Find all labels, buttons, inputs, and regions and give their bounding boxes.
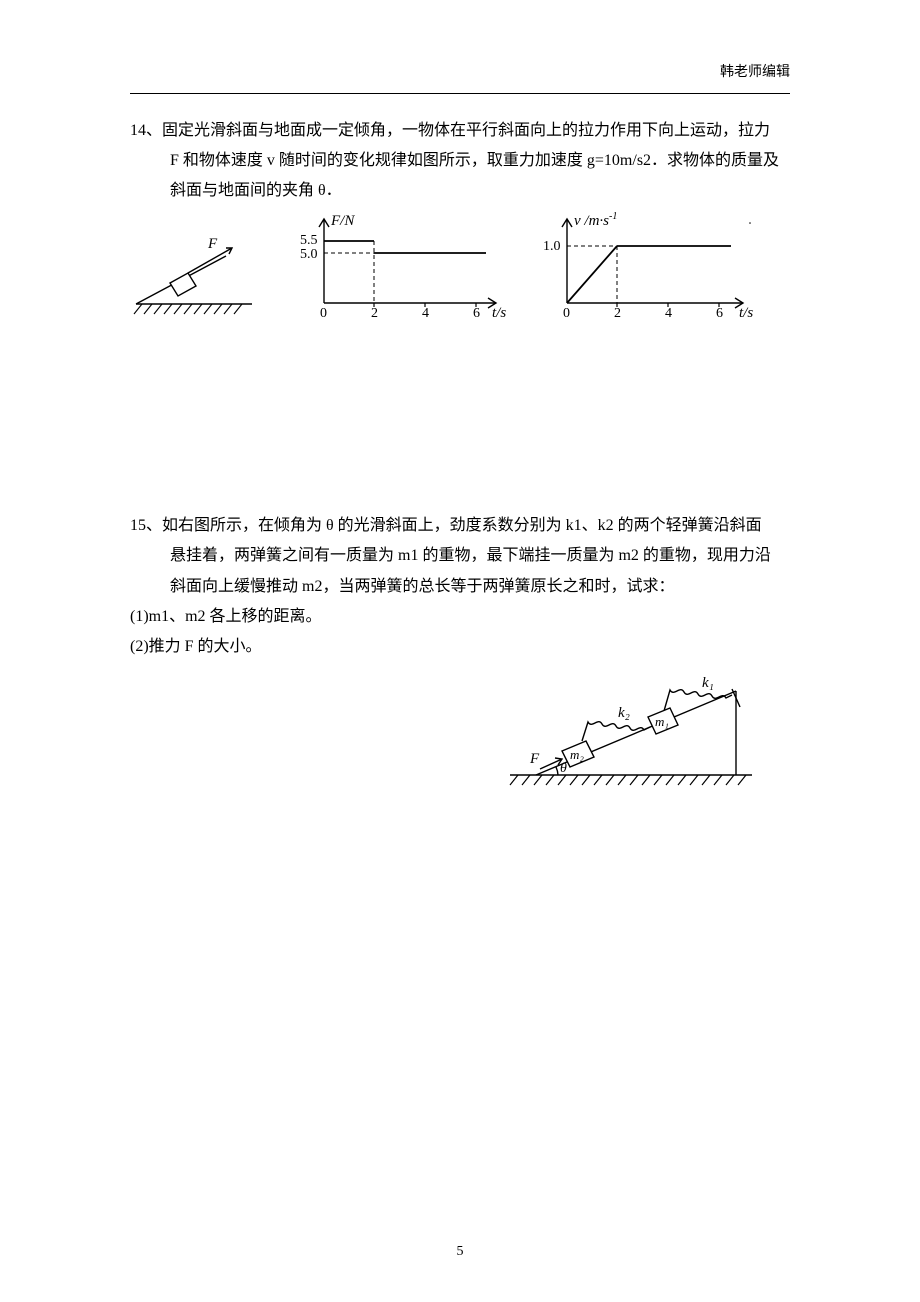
label-m1: m₁ (655, 714, 669, 729)
xtickV-6: 6 (716, 306, 723, 321)
springs-diagram: k₁ k₂ m₁ m₂ F θ (500, 671, 760, 791)
page-number: 5 (0, 1239, 920, 1266)
page-number-value: 5 (457, 1244, 464, 1259)
p15-line1: 15、如右图所示，在倾角为 θ 的光滑斜面上，劲度系数分别为 k1、k2 的两个… (130, 511, 790, 541)
chart-V: 1.0 0 2 4 6 v /m·s-1 t/s (517, 211, 765, 321)
p14-line2: F 和物体速度 v 随时间的变化规律如图所示，取重力加速度 g=10m/s2．求… (130, 146, 790, 176)
ytickV-10: 1.0 (543, 239, 561, 254)
label-k2: k₂ (618, 705, 630, 721)
label-F: F (207, 236, 218, 252)
xlabel-F: t/s (492, 305, 506, 321)
xtickF-2: 2 (371, 306, 378, 321)
p15-line3: 斜面向上缓慢推动 m2，当两弹簧的总长等于两弹簧原长之和时，试求： (130, 572, 790, 602)
editor-header: 韩老师编辑 (130, 60, 790, 87)
problem-14: 14、固定光滑斜面与地面成一定倾角，一物体在平行斜面向上的拉力作用下向上运动，拉… (130, 116, 790, 321)
p15-sub2: (2)推力 F 的大小。 (130, 632, 790, 662)
ytick-55: 5.5 (300, 233, 318, 248)
ylabel-V: v /m·s-1 (574, 211, 617, 229)
p14-line1: 14、固定光滑斜面与地面成一定倾角，一物体在平行斜面向上的拉力作用下向上运动，拉… (130, 116, 790, 146)
xtickV-2: 2 (614, 306, 621, 321)
p14-line3: 斜面与地面间的夹角 θ． (130, 176, 790, 206)
ylabel-F: F/N (330, 213, 355, 229)
label-theta: θ (560, 761, 567, 776)
label-k1: k₁ (702, 675, 714, 691)
p14-figures: F 5.5 5.0 0 2 4 6 (130, 211, 790, 321)
label-Fpush: F (529, 751, 540, 767)
p15-sub1: (1)m1、m2 各上移的距离。 (130, 602, 790, 632)
p15-line2: 悬挂着，两弹簧之间有一质量为 m1 的重物，最下端挂一质量为 m2 的重物，现用… (130, 541, 790, 571)
xtickV-0: 0 (563, 306, 570, 321)
ytick-50: 5.0 (300, 247, 318, 262)
xtickF-4: 4 (422, 306, 429, 321)
xtickF-6: 6 (473, 306, 480, 321)
xlabel-V: t/s (739, 305, 753, 321)
problem-15: 15、如右图所示，在倾角为 θ 的光滑斜面上，劲度系数分别为 k1、k2 的两个… (130, 511, 790, 791)
header-rule (130, 93, 790, 94)
incline-diagram: F (130, 226, 270, 321)
editor-label: 韩老师编辑 (720, 65, 790, 80)
xtickV-4: 4 (665, 306, 672, 321)
label-m2: m₂ (570, 747, 584, 762)
chart-F: 5.5 5.0 0 2 4 6 F/N (276, 211, 511, 321)
xtickF-0: 0 (320, 306, 327, 321)
